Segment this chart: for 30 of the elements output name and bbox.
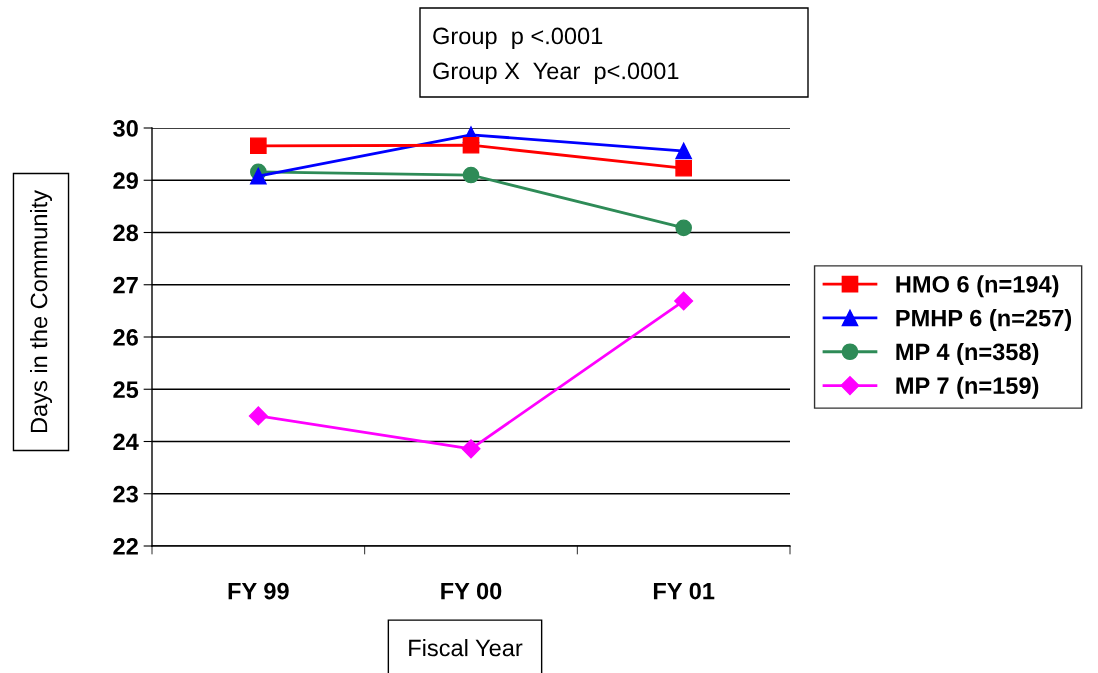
- point: [462, 166, 480, 184]
- x-tick-label: FY 99: [228, 582, 289, 600]
- point: [675, 159, 693, 177]
- y-tick-label: 26: [113, 329, 138, 346]
- text: Group X Year p<.0001: [433, 62, 679, 84]
- y-tick-label: 24: [113, 433, 139, 451]
- point: [462, 136, 480, 154]
- y-tick-label: 29: [113, 172, 138, 190]
- x-tick-label: FY 00: [441, 582, 502, 600]
- legend-label: PMHP 6 (n=257): [896, 309, 1072, 332]
- legend-label: HMO 6 (n=194): [896, 275, 1059, 298]
- legend-label: MP 7 (n=159): [896, 376, 1039, 399]
- y-tick-label: 25: [113, 381, 139, 399]
- y-tick-label: 23: [113, 485, 138, 503]
- y-tick-label: 30: [113, 120, 138, 137]
- x-axis-title: Fiscal Year: [409, 638, 523, 657]
- y-tick-label: 28: [113, 224, 139, 242]
- point: [461, 439, 481, 459]
- y-axis-title: Days in the Community: [30, 190, 52, 433]
- y-tick-label: 22: [113, 538, 138, 555]
- point: [248, 406, 268, 426]
- point: [674, 291, 694, 311]
- legend-label: MP 4 (n=358): [896, 342, 1039, 365]
- point: [675, 142, 693, 160]
- point: [249, 167, 267, 185]
- y-tick-label: 27: [113, 276, 138, 294]
- x-tick-label: FY 01: [653, 582, 715, 600]
- point: [675, 219, 693, 237]
- point: [249, 137, 267, 155]
- text: Group p <.0001: [433, 27, 603, 49]
